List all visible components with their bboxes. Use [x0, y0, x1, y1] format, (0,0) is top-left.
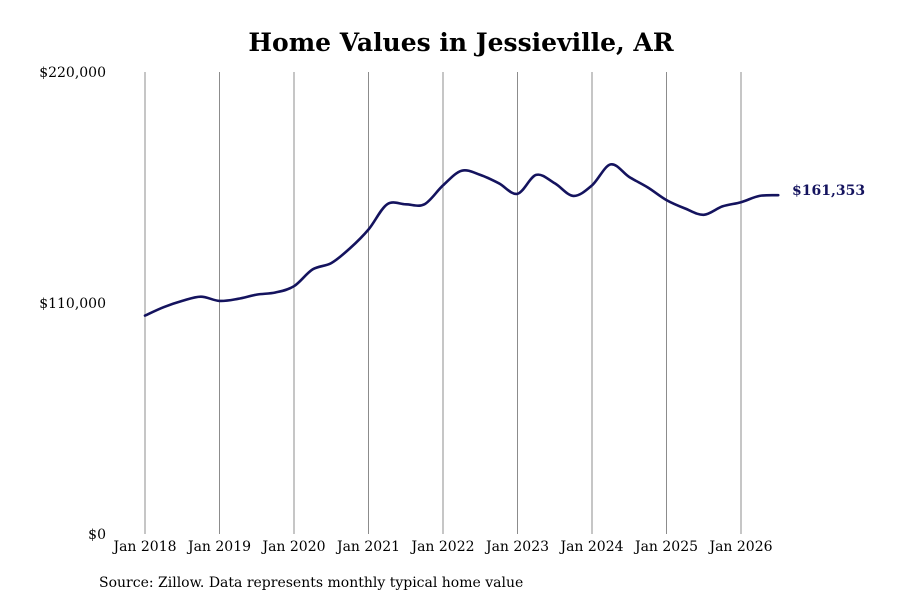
x-tick-label: Jan 2026	[707, 539, 772, 555]
y-tick-label: $0	[88, 527, 106, 543]
grid-lines	[144, 72, 742, 534]
y-tick-label: $110,000	[39, 296, 106, 312]
x-tick-label: Jan 2020	[260, 539, 325, 555]
x-tick-label: Jan 2025	[633, 539, 698, 555]
x-axis-labels: Jan 2018 Jan 2019 Jan 2020 Jan 2021 Jan 2022…	[111, 539, 772, 555]
end-value-label: $161,353	[792, 183, 865, 199]
x-tick-label: Jan 2018	[111, 539, 176, 555]
series-layer	[143, 163, 780, 317]
y-tick-label: $220,000	[39, 65, 106, 81]
series-line	[143, 163, 780, 317]
y-axis-labels: $0 $110,000 $220,000	[39, 65, 106, 543]
x-tick-label: Jan 2021	[335, 539, 400, 555]
source-note: Source: Zillow. Data represents monthly …	[99, 575, 523, 591]
chart-title: Home Values in Jessieville, AR	[248, 28, 673, 57]
x-tick-label: Jan 2023	[484, 539, 549, 555]
x-tick-label: Jan 2019	[186, 539, 251, 555]
x-tick-label: Jan 2022	[409, 539, 474, 555]
x-tick-label: Jan 2024	[558, 539, 623, 555]
